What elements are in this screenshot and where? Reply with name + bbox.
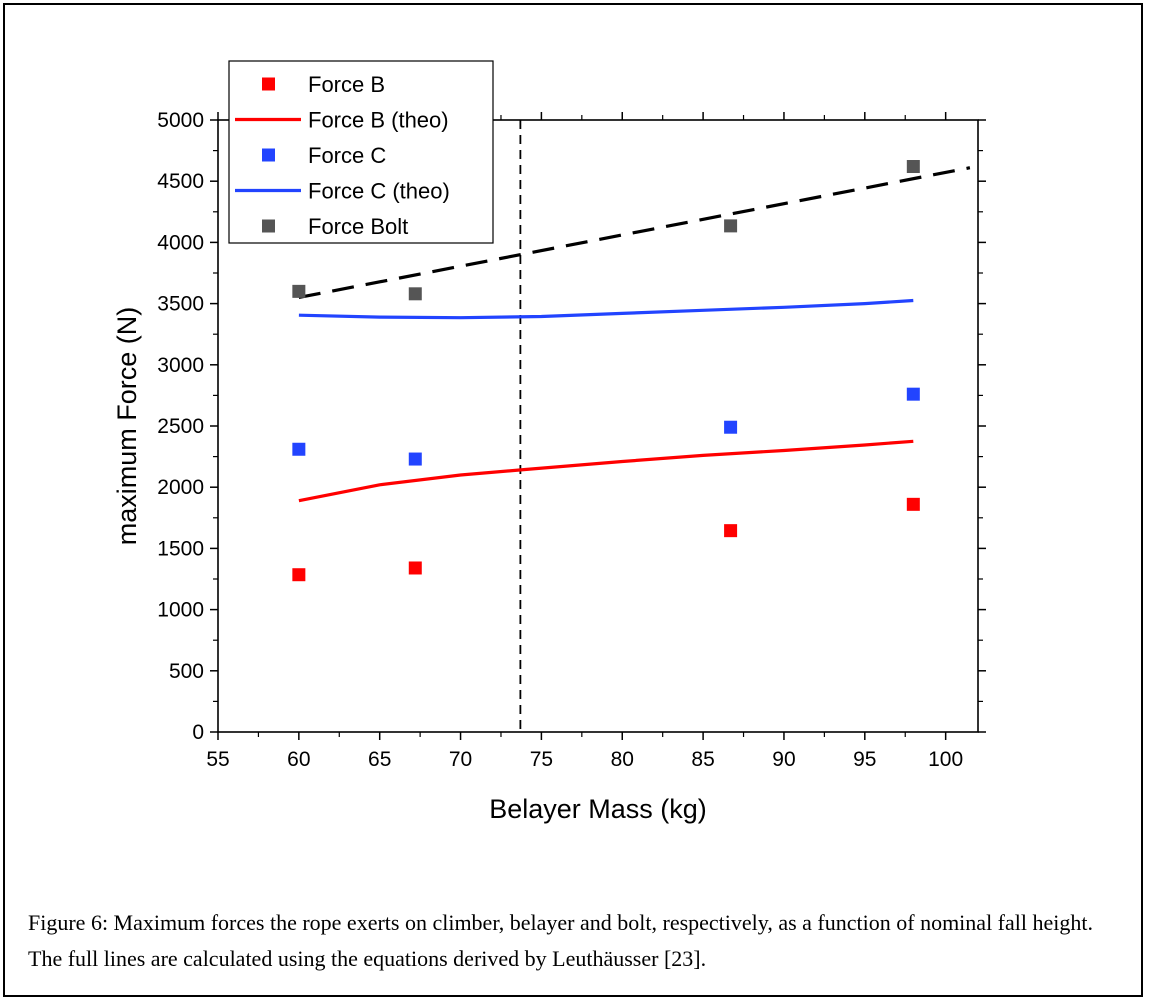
figure-caption: Figure 6: Maximum forces the rope exerts…: [28, 910, 1093, 971]
legend-label: Force C: [308, 143, 386, 168]
data-point-series-0: [724, 524, 738, 538]
x-tick-label: 65: [368, 748, 391, 771]
x-tick-label: 75: [530, 748, 553, 771]
x-tick-label: 80: [611, 748, 634, 771]
legend-point-swatch: [262, 148, 275, 162]
y-tick-label: 4500: [157, 170, 204, 193]
data-point-series-0: [408, 561, 422, 575]
x-tick-label: 95: [853, 748, 876, 771]
data-point-series-0: [292, 568, 306, 582]
y-tick-label: 3500: [157, 293, 204, 316]
legend-label: Force Bolt: [308, 214, 408, 239]
y-tick-label: 2000: [157, 476, 204, 499]
series-line-1: [298, 439, 914, 503]
bolt-trend-line: [298, 166, 971, 300]
x-tick-label: 90: [772, 748, 795, 771]
series-line-3: [298, 298, 914, 320]
y-tick-label: 5000: [157, 109, 204, 132]
data-point-series-4: [408, 287, 422, 301]
figure-frame: [3, 3, 1143, 997]
legend: Force B Force B (theo) Force C Force C (the…: [228, 60, 494, 244]
axes-layer: 55 60 65 70 75 80 85 90 95 1000500100015002000250…: [157, 109, 986, 771]
data-point-series-2: [408, 452, 422, 466]
x-tick-label: 60: [287, 748, 310, 771]
y-tick-label: 1500: [157, 537, 204, 560]
x-tick-label: 85: [691, 748, 714, 771]
legend-point-swatch: [262, 77, 275, 91]
series-layer: [292, 160, 920, 582]
x-axis-label: Belayer Mass (kg): [489, 794, 707, 824]
annotations-layer: [298, 120, 971, 732]
legend-point-swatch: [262, 219, 275, 233]
data-point-series-4: [906, 160, 920, 174]
legend-label: Force B: [308, 72, 385, 97]
y-tick-label: 4000: [157, 231, 204, 254]
x-tick-label: 100: [928, 748, 963, 771]
y-tick-label: 1000: [157, 599, 204, 622]
y-tick-label: 3000: [157, 354, 204, 377]
data-point-series-2: [906, 387, 920, 401]
data-point-series-2: [292, 442, 306, 456]
legend-label: Force C (theo): [308, 179, 450, 204]
data-point-series-4: [724, 219, 738, 233]
x-tick-label: 55: [206, 748, 229, 771]
y-axis-label: maximum Force (N): [112, 307, 142, 546]
y-tick-label: 500: [169, 660, 204, 683]
data-point-series-0: [906, 497, 920, 511]
data-point-series-2: [724, 420, 738, 434]
y-tick-label: 2500: [157, 415, 204, 438]
legend-label: Force B (theo): [308, 108, 449, 133]
y-tick-label: 0: [192, 721, 204, 744]
x-tick-label: 70: [449, 748, 472, 771]
data-point-series-4: [292, 284, 306, 298]
